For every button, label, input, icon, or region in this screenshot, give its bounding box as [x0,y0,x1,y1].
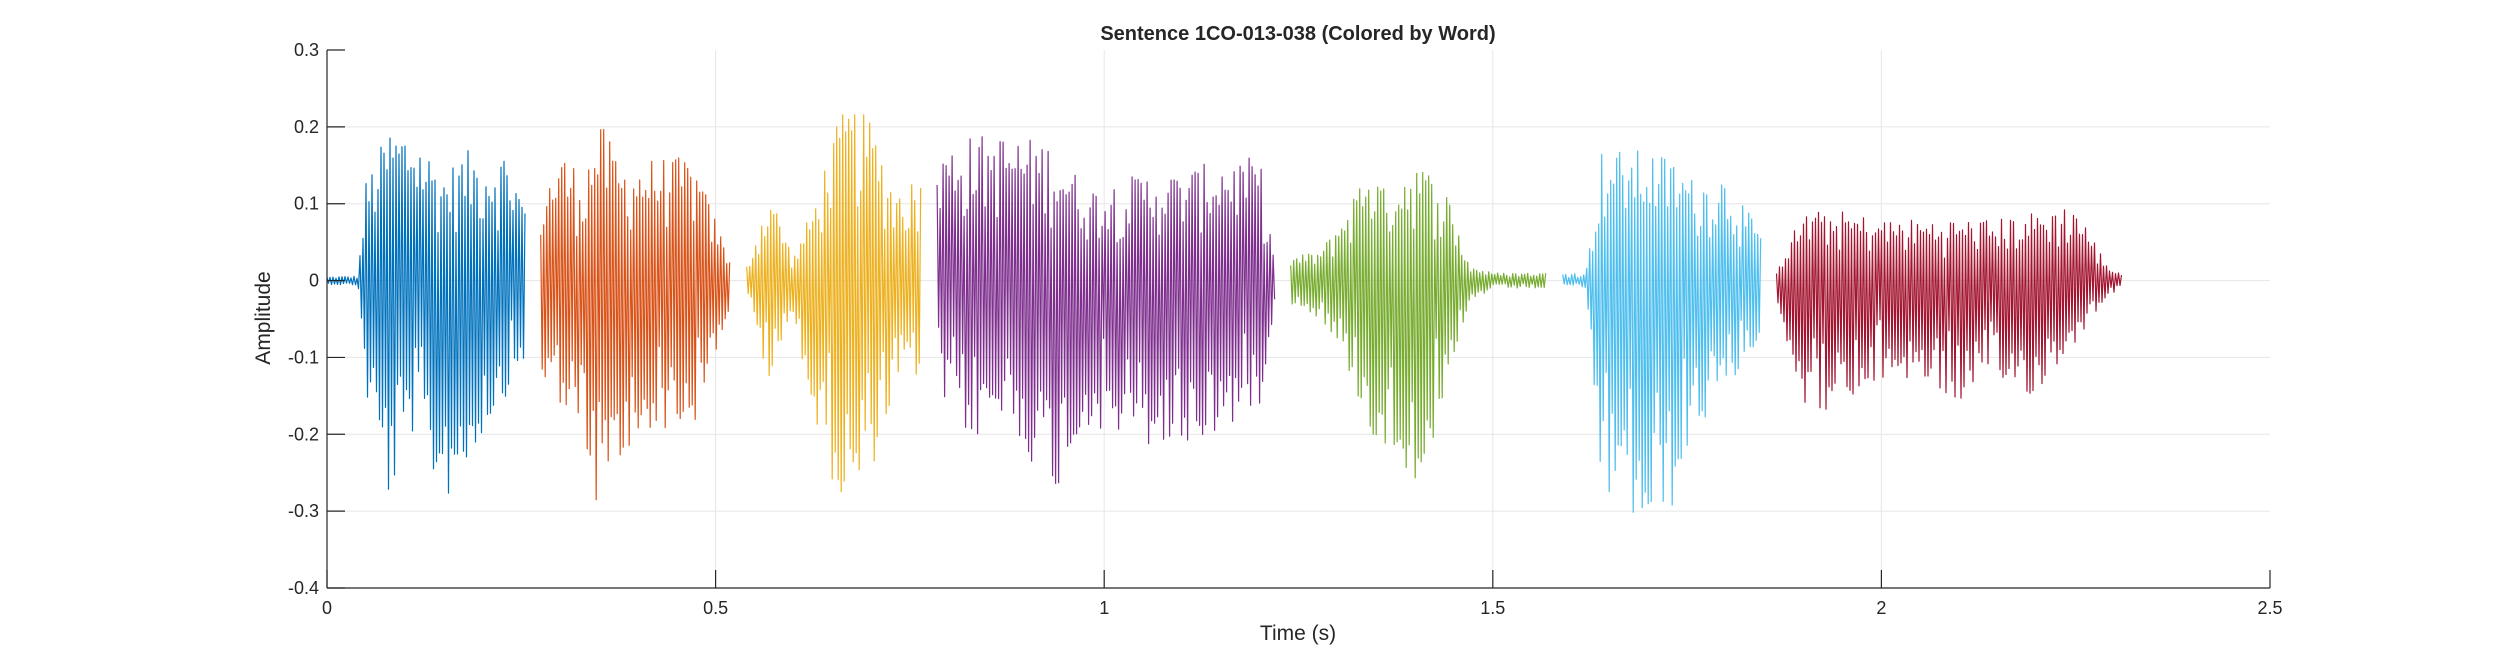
y-tick-label: -0.1 [288,347,319,367]
waveform-segment-5 [1290,172,1547,479]
waveform-segment-3 [746,114,922,493]
y-axis-label: Amplitude [252,271,275,364]
x-tick-label: 0.5 [703,598,728,618]
y-tick-label: 0.1 [294,194,319,214]
x-tick-label: 2.5 [2257,598,2282,618]
y-tick-label: -0.2 [288,424,319,444]
x-tick-label: 0 [322,598,332,618]
x-tick-label: 1.5 [1480,598,1505,618]
waveform-segment-4 [936,136,1276,484]
y-tick-label: 0.3 [294,40,319,60]
chart-title: Sentence 1CO-013-038 (Colored by Word) [1100,23,1495,45]
y-tick-label: -0.4 [288,578,319,598]
waveform-segment-6 [1562,150,1762,513]
x-axis-label: Time (s) [1260,622,1336,645]
waveform-segment-2 [540,128,731,501]
waveform-layer [326,114,2123,513]
x-tick-label: 2 [1876,598,1886,618]
axes: 0 0.5 1 1.5 2 2.5 -0.4 -0.3 -0.2 -0.1 0 0.1 0.2 0.3 [288,40,2283,618]
waveform-segment-7 [1775,209,2123,410]
y-tick-label: -0.3 [288,501,319,521]
y-tick-label: 0 [309,271,319,291]
waveform-segment-1 [326,137,526,494]
y-tick-label: 0.2 [294,117,319,137]
x-tick-label: 1 [1099,598,1109,618]
